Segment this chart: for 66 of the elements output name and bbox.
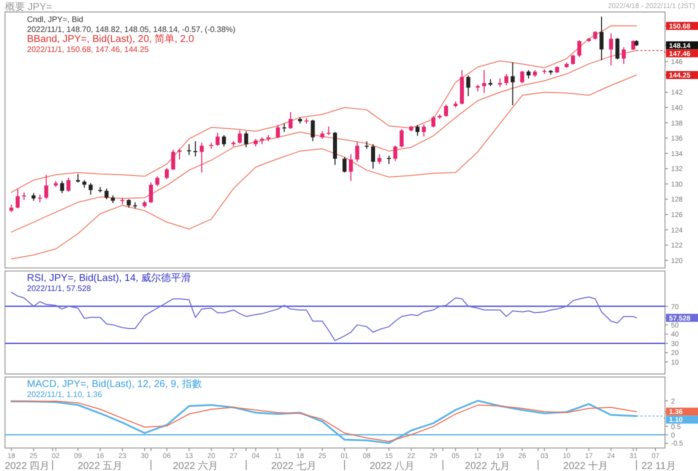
candlestick — [216, 132, 220, 146]
candlestick — [615, 37, 620, 60]
x2-tick-label: 2022 六月 — [172, 460, 218, 471]
candlestick — [222, 134, 226, 147]
candlestick — [342, 156, 347, 173]
candlestick — [400, 128, 404, 148]
candlestick — [238, 130, 242, 144]
candlestick — [104, 188, 109, 200]
annotation: 2022/11/1, 57.528 — [27, 284, 92, 293]
candlestick — [444, 104, 448, 118]
x2-tick-label: 2022 七月 — [271, 460, 316, 471]
candlestick — [377, 154, 382, 165]
x2-tick-label: 2022 五月 — [78, 461, 123, 471]
candlestick — [200, 142, 204, 173]
candlestick — [171, 149, 176, 171]
annotation: BBand, JPY=, Bid(Last), 20, 简单, 2.0 — [27, 33, 194, 45]
candlestick — [244, 130, 248, 148]
candlestick — [393, 145, 398, 162]
candlestick — [310, 119, 315, 142]
candlestick — [422, 124, 426, 138]
annotation: MACD, JPY=, Bid(Last), 12, 26, 9, 指數 — [27, 378, 202, 390]
candlestick — [466, 74, 470, 97]
candlestick — [504, 73, 508, 86]
candlestick — [164, 167, 169, 180]
candlestick — [88, 182, 93, 196]
candlestick — [431, 115, 436, 128]
line-series — [10, 25, 637, 193]
candlestick — [178, 148, 182, 160]
candlestick — [520, 70, 524, 84]
candlestick — [209, 142, 214, 150]
line-series — [10, 74, 637, 260]
candlestick — [482, 70, 486, 94]
candlestick — [609, 32, 614, 66]
annotation: 2022/11/1, 148.70, 148.82, 148.05, 148.14, -0.57, (-0.38%) — [27, 25, 236, 34]
candlestick — [187, 144, 192, 156]
candlestick — [371, 144, 376, 170]
x2-tick-label: 22 11月 — [642, 461, 676, 471]
chart-title: 概要 JPY= — [5, 1, 52, 13]
candlestick — [600, 16, 604, 61]
x2-tick-label: 2022 十月 — [563, 460, 608, 471]
candlestick — [193, 140, 198, 157]
annotation: RSI, JPY=, Bid(Last), 14, 威尔德平滑 — [27, 272, 192, 284]
candlestick — [44, 174, 48, 200]
annotation: Cndl, JPY=, Bid — [27, 15, 84, 24]
candlestick — [38, 194, 42, 203]
candlestick — [577, 40, 582, 58]
annotation: 2022/11/1, 150.68, 147.46, 144.25 — [27, 45, 150, 54]
candlestick — [276, 124, 280, 139]
candlestick — [288, 112, 293, 130]
candlestick — [148, 182, 153, 204]
candlestick — [364, 140, 369, 150]
candlestick — [60, 180, 64, 194]
candlestick — [510, 62, 515, 106]
x2-tick-label: 2022 九月 — [464, 460, 510, 471]
line-series — [10, 292, 637, 342]
candlestick — [66, 177, 70, 192]
candlestick — [622, 46, 626, 64]
candlestick — [570, 54, 575, 66]
candlestick — [348, 154, 353, 182]
candlestick — [16, 188, 20, 209]
annotation: 2022/11/1, 1.10, 1.36 — [27, 390, 103, 399]
candlestick — [355, 141, 360, 162]
x2-tick-label: 2022 四月 — [4, 461, 50, 471]
candlestick — [155, 176, 160, 187]
candlestick — [416, 124, 420, 136]
x2-tick-label: 2022 八月 — [370, 461, 415, 471]
